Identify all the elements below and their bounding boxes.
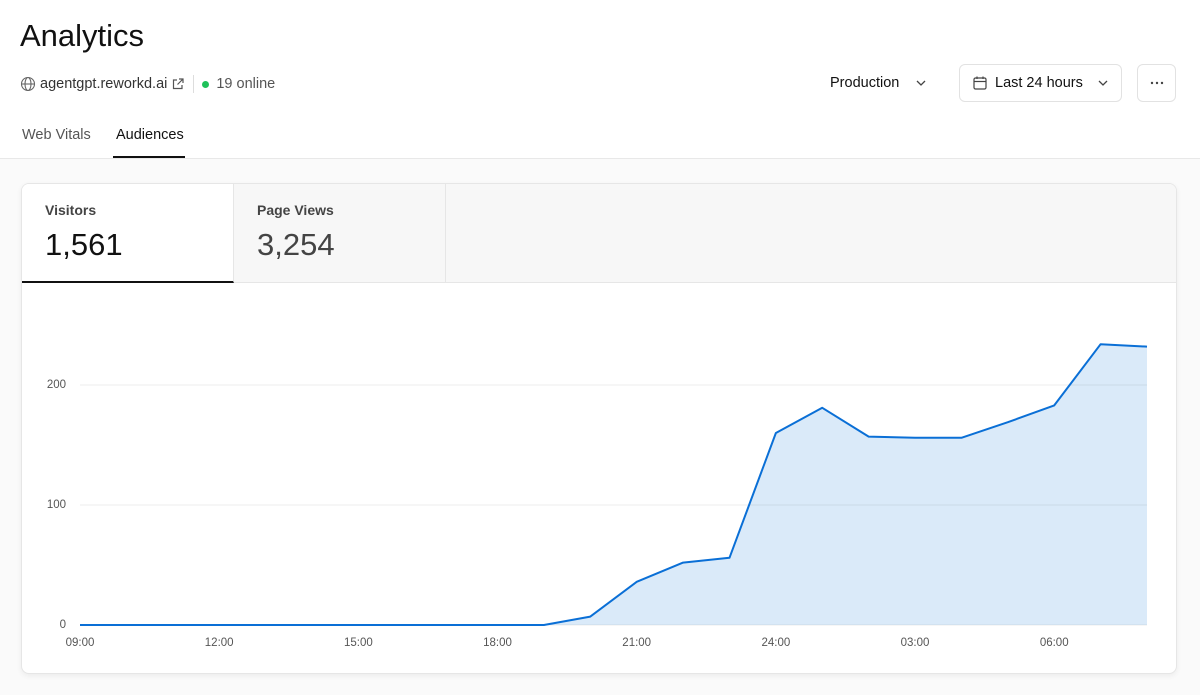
x-tick-label: 06:00 (1040, 637, 1069, 649)
globe-icon (20, 76, 36, 92)
line (80, 343, 1148, 626)
tab-active[interactable]: Audiences (116, 127, 184, 143)
project-meta: agentgpt.reworkd.ai 19 online (20, 74, 275, 94)
environment-label: Production (830, 75, 900, 91)
tab-underline (113, 156, 185, 158)
stat-tabs: Visitors 1,561 Page Views 3,254 (22, 184, 1176, 283)
y-tick-label: 0 (60, 619, 66, 631)
separator (193, 75, 195, 93)
stat-tab[interactable]: Page Views 3,254 (234, 184, 446, 282)
chevron-icon (1098, 80, 1108, 86)
x-tick-label: 03:00 (901, 637, 930, 649)
date-range-label: Last 24 hours (995, 75, 1083, 91)
x-tick-label: 21:00 (622, 637, 651, 649)
tab[interactable]: Web Vitals (22, 127, 91, 143)
stat-value: 1,561 (45, 227, 123, 262)
domain-link[interactable]: agentgpt.reworkd.ai (40, 76, 168, 92)
stat-value: 3,254 (257, 227, 335, 262)
online-indicator (202, 80, 210, 88)
stat-label: Page Views (257, 202, 334, 218)
header: Analytics agentgpt.reworkd.ai 19 online … (0, 0, 1200, 159)
external-link-icon[interactable] (171, 77, 185, 91)
x-tick-label: 18:00 (483, 637, 512, 649)
y-tick-label: 100 (47, 499, 66, 511)
online-count: 19 online (216, 76, 276, 92)
y-tick-label: 200 (47, 379, 66, 391)
area (80, 344, 1147, 625)
more-button[interactable] (1137, 64, 1176, 102)
environment-select[interactable]: Production (816, 64, 941, 102)
more-icon (1150, 81, 1163, 85)
x-tick-label: 12:00 (205, 637, 234, 649)
chevron-icon (916, 80, 926, 86)
x-tick-label: 24:00 (761, 637, 790, 649)
date-range-select[interactable]: Last 24 hours (959, 64, 1122, 102)
x-tick-label: 09:00 (66, 637, 95, 649)
analytics-card: Visitors 1,561 Page Views 3,254 0 100 200 0… (21, 183, 1177, 674)
stat-tab[interactable]: Visitors 1,561 (22, 184, 234, 283)
calendar-icon (973, 76, 987, 90)
x-tick-label: 15:00 (344, 637, 373, 649)
page-title: Analytics (20, 18, 145, 53)
stat-label: Visitors (45, 202, 97, 218)
chart: 0 100 200 09:00 12:00 15:00 18:00 21:00 24:00 03:… (47, 343, 1148, 649)
